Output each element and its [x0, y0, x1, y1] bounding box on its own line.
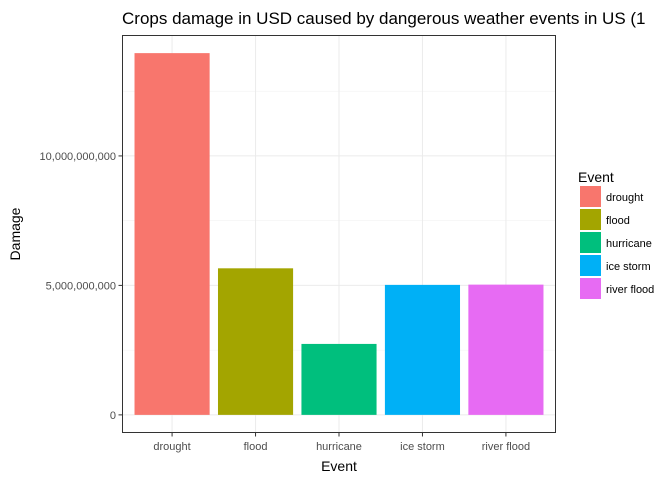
legend-label: hurricane: [606, 238, 652, 250]
legend: Event drought flood hurricane ice storm rive…: [578, 169, 654, 299]
bars: [134, 53, 544, 415]
y-axis-title: Damage: [7, 207, 23, 260]
x-tick-label: drought: [153, 441, 190, 453]
y-tick-label: 0: [110, 410, 116, 422]
legend-key-flood: [580, 209, 601, 230]
chart-title: Crops damage in USD caused by dangerous …: [122, 9, 646, 28]
plot-panel: [122, 35, 556, 433]
y-tick-label: 5,000,000,000: [46, 280, 116, 292]
y-tick-label: 10,000,000,000: [40, 151, 116, 163]
x-axis-title: Event: [321, 458, 357, 474]
bar-river-flood: [468, 284, 544, 415]
legend-key-hurricane: [580, 232, 601, 253]
legend-key-drought: [580, 186, 601, 207]
bar-drought: [134, 53, 210, 415]
x-tick-label: river flood: [482, 441, 530, 453]
bar-ice-storm: [384, 284, 461, 415]
bar-hurricane: [301, 343, 377, 415]
bar-flood: [217, 268, 294, 415]
x-tick-label: hurricane: [316, 441, 362, 453]
y-axis: 0 5,000,000,000 10,000,000,000: [40, 151, 122, 422]
x-tick-label: flood: [244, 441, 268, 453]
legend-items: drought flood hurricane ice storm river floo…: [580, 186, 654, 299]
legend-label: drought: [606, 192, 643, 204]
plot-border: [122, 35, 556, 433]
legend-label: flood: [606, 215, 630, 227]
x-axis: drought flood hurricane ice storm river floo…: [153, 433, 530, 453]
legend-label: river flood: [606, 284, 654, 296]
legend-key-river-flood: [580, 278, 601, 299]
legend-key-ice-storm: [580, 255, 601, 276]
legend-label: ice storm: [606, 261, 651, 273]
legend-title: Event: [578, 169, 614, 185]
x-tick-label: ice storm: [400, 441, 445, 453]
